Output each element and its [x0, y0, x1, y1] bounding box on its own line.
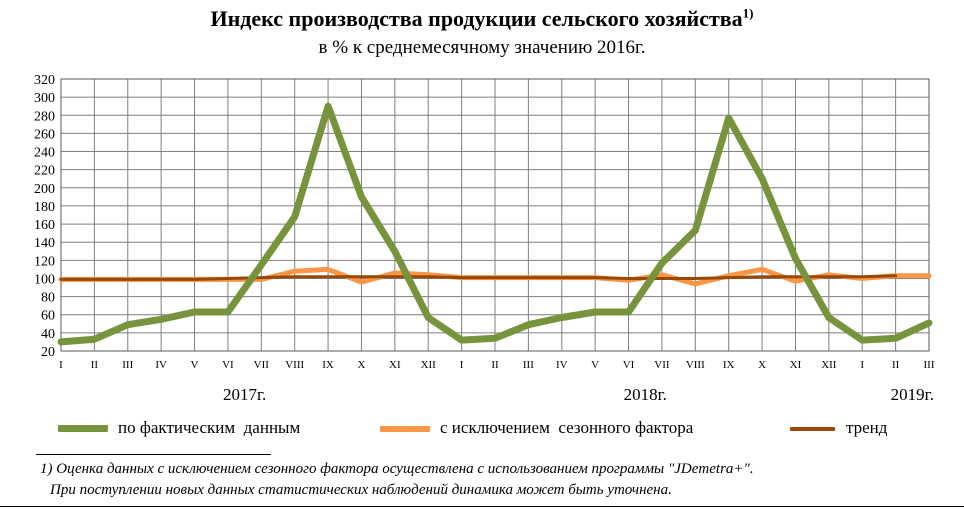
y-tick-label: 180 [34, 200, 55, 215]
x-tick-label: VI [623, 359, 635, 371]
x-tick-label: XI [790, 359, 802, 371]
y-tick-label: 100 [34, 272, 55, 287]
x-tick-label: V [591, 359, 599, 371]
y-tick-label: 80 [41, 291, 55, 306]
plot-frame [60, 78, 930, 352]
y-tick-label: 280 [34, 109, 55, 124]
x-tick-label: III [523, 359, 534, 371]
x-tick-label: II [91, 359, 99, 371]
line-chart: 20 40 60 80 100 120 140 160 180 200 220 240 260 280 30… [34, 73, 935, 404]
x-tick-label: VII [654, 359, 670, 371]
x-tick-label: III [924, 359, 935, 371]
y-tick-label: 300 [34, 91, 55, 106]
chart-title: Индекс производства продукции сельского … [0, 6, 964, 32]
y-tick-label: 160 [34, 218, 55, 233]
legend-swatch-actual [58, 425, 108, 432]
x-tick-label: VI [222, 359, 234, 371]
y-tick-label: 220 [34, 164, 55, 179]
x-tick-label: IV [556, 359, 568, 371]
y-tick-label: 60 [41, 309, 55, 324]
x-tick-label: XII [421, 359, 437, 371]
x-tick-label: X [758, 359, 766, 371]
x-tick-label: V [191, 359, 199, 371]
x-tick-label: I [460, 359, 464, 371]
legend: по фактическим данным с исключением сезо… [0, 418, 964, 440]
x-tick-label: VIII [686, 359, 705, 371]
x-tick-label: IV [155, 359, 167, 371]
year-label: 2019г. [891, 385, 934, 404]
series-line-2 [59, 274, 898, 281]
y-tick-label: 320 [34, 73, 55, 88]
legend-swatch-seasonal [380, 426, 430, 432]
x-tick-label: X [357, 359, 365, 371]
footnote: 1) Оценка данных с исключением сезонного… [40, 459, 754, 501]
y-tick-label: 200 [34, 182, 55, 197]
x-tick-label: XII [821, 359, 837, 371]
y-tick-label: 120 [34, 254, 55, 269]
year-label: 2018г. [624, 385, 667, 404]
title-footnote-mark: 1) [742, 5, 754, 21]
x-tick-label: II [892, 359, 900, 371]
x-tick-label: VIII [285, 359, 304, 371]
legend-label-actual: по фактическим данным [118, 418, 301, 437]
chart-subtitle: в % к среднемесячному значению 2016г. [318, 37, 646, 58]
y-tick-label: 140 [34, 236, 55, 251]
footnote-divider [36, 454, 271, 455]
y-tick-label: 260 [34, 127, 55, 142]
y-tick-label: 20 [41, 345, 55, 360]
x-tick-label: IX [322, 359, 334, 371]
x-tick-label: III [122, 359, 133, 371]
footnote-line-2: При поступлении новых данных статистичес… [50, 482, 672, 498]
y-tick-label: 240 [34, 146, 55, 161]
x-tick-label: I [860, 359, 864, 371]
x-tick-label: I [59, 359, 63, 371]
chart-title-text: Индекс производства продукции сельского … [210, 6, 743, 31]
x-tick-label: IX [723, 359, 735, 371]
x-tick-label: II [491, 359, 499, 371]
footnote-line-1: 1) Оценка данных с исключением сезонного… [40, 461, 754, 477]
year-label: 2017г. [223, 385, 266, 404]
legend-label-trend: тренд [846, 418, 888, 437]
legend-swatch-trend [790, 427, 835, 431]
legend-label-seasonal: с исключением сезонного фактора [440, 418, 694, 437]
x-tick-label: XI [389, 359, 401, 371]
x-tick-label: VII [254, 359, 270, 371]
bottom-border [0, 506, 964, 507]
series-line-0 [57, 102, 933, 346]
y-tick-label: 40 [41, 327, 55, 342]
